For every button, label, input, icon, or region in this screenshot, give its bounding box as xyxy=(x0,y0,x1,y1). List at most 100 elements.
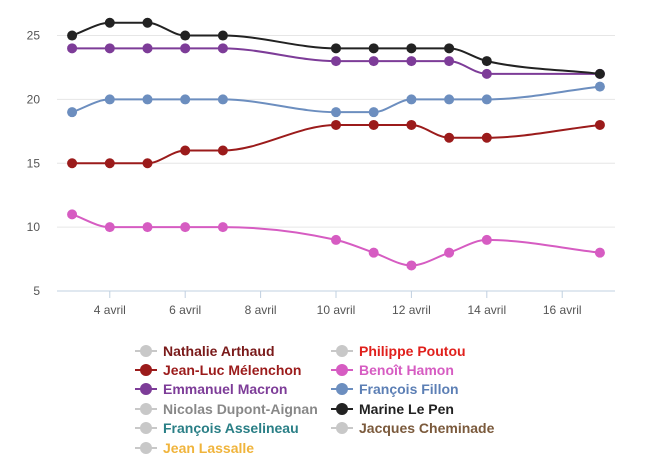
y-tick-label: 25 xyxy=(27,29,41,43)
legend-symbol-icon xyxy=(135,344,157,357)
data-point-benoit-hamon[interactable] xyxy=(67,209,78,220)
y-tick-label: 20 xyxy=(27,92,41,106)
data-point-jean-luc-melenchon[interactable] xyxy=(142,158,153,169)
x-tick-label: 4 avril xyxy=(94,303,126,317)
legend-label: Marine Le Pen xyxy=(359,400,454,417)
data-point-francois-fillon[interactable] xyxy=(142,94,153,105)
x-tick-label: 16 avril xyxy=(543,303,582,317)
y-tick-label: 5 xyxy=(33,284,40,298)
legend-item-jacques-cheminade[interactable]: Jacques Cheminade xyxy=(331,419,494,438)
data-point-jean-luc-melenchon[interactable] xyxy=(104,158,115,169)
data-point-emmanuel-macron[interactable] xyxy=(67,43,78,54)
x-tick-label: 10 avril xyxy=(317,303,356,317)
y-tick-label: 15 xyxy=(27,156,41,170)
data-point-jean-luc-melenchon[interactable] xyxy=(481,132,492,143)
legend-label: Jacques Cheminade xyxy=(359,420,495,437)
legend-label: Emmanuel Macron xyxy=(163,381,288,398)
data-point-francois-fillon[interactable] xyxy=(67,107,78,118)
data-point-emmanuel-macron[interactable] xyxy=(217,43,228,54)
data-point-francois-fillon[interactable] xyxy=(368,107,379,118)
legend-symbol-icon xyxy=(331,344,353,357)
legend-label: Nicolas Dupont-Aignan xyxy=(163,400,318,417)
data-point-francois-fillon[interactable] xyxy=(594,81,605,92)
legend-label: Jean Lassalle xyxy=(163,439,255,456)
data-point-benoit-hamon[interactable] xyxy=(217,222,228,233)
legend-item-nicolas-dupont-aignan[interactable]: Nicolas Dupont-Aignan xyxy=(135,399,318,418)
legend-item-jean-lassalle[interactable]: Jean Lassalle xyxy=(135,438,254,457)
data-point-jean-luc-melenchon[interactable] xyxy=(594,119,605,130)
data-point-emmanuel-macron[interactable] xyxy=(368,56,379,67)
data-point-marine-le-pen[interactable] xyxy=(368,43,379,54)
legend-item-benoit-hamon[interactable]: Benoît Hamon xyxy=(331,360,454,379)
data-point-francois-fillon[interactable] xyxy=(406,94,417,105)
data-point-jean-luc-melenchon[interactable] xyxy=(67,158,78,169)
data-point-benoit-hamon[interactable] xyxy=(331,234,341,245)
data-point-benoit-hamon[interactable] xyxy=(406,260,417,271)
data-point-marine-le-pen[interactable] xyxy=(67,30,78,41)
data-point-emmanuel-macron[interactable] xyxy=(331,56,341,67)
data-point-marine-le-pen[interactable] xyxy=(180,30,191,41)
series-line-jean-luc-melenchon xyxy=(72,123,601,165)
data-point-marine-le-pen[interactable] xyxy=(331,43,341,54)
data-point-jean-luc-melenchon[interactable] xyxy=(180,145,191,156)
legend-label: Jean-Luc Mélenchon xyxy=(163,361,302,378)
legend-item-francois-asselineau[interactable]: François Asselineau xyxy=(135,419,299,438)
data-point-benoit-hamon[interactable] xyxy=(142,222,153,233)
data-point-benoit-hamon[interactable] xyxy=(444,247,455,258)
data-point-francois-fillon[interactable] xyxy=(444,94,455,105)
data-point-francois-fillon[interactable] xyxy=(104,94,115,105)
data-point-emmanuel-macron[interactable] xyxy=(444,56,455,67)
data-point-emmanuel-macron[interactable] xyxy=(406,56,417,67)
legend-symbol-icon xyxy=(135,363,157,376)
data-point-jean-luc-melenchon[interactable] xyxy=(368,119,379,130)
data-point-jean-luc-melenchon[interactable] xyxy=(217,145,228,156)
legend-label: François Asselineau xyxy=(163,420,299,437)
legend-symbol-icon xyxy=(331,363,353,376)
legend-item-marine-le-pen[interactable]: Marine Le Pen xyxy=(331,399,454,418)
data-point-francois-fillon[interactable] xyxy=(481,94,492,105)
data-point-benoit-hamon[interactable] xyxy=(104,222,115,233)
y-tick-label: 10 xyxy=(27,220,41,234)
data-point-francois-fillon[interactable] xyxy=(217,94,228,105)
data-point-jean-luc-melenchon[interactable] xyxy=(444,132,455,143)
data-point-jean-luc-melenchon[interactable] xyxy=(331,119,341,130)
legend-symbol-icon xyxy=(135,441,157,454)
data-point-marine-le-pen[interactable] xyxy=(406,43,417,54)
x-tick-label: 14 avril xyxy=(467,303,506,317)
data-point-emmanuel-macron[interactable] xyxy=(104,43,115,54)
data-point-emmanuel-macron[interactable] xyxy=(481,68,492,79)
legend-symbol-icon xyxy=(135,383,157,396)
data-point-francois-fillon[interactable] xyxy=(180,94,191,105)
legend-label: Benoît Hamon xyxy=(359,361,454,378)
legend-item-nathalie-arthaud[interactable]: Nathalie Arthaud xyxy=(135,341,275,360)
data-point-benoit-hamon[interactable] xyxy=(368,247,379,258)
data-point-emmanuel-macron[interactable] xyxy=(142,43,153,54)
data-point-marine-le-pen[interactable] xyxy=(217,30,228,41)
legend-symbol-icon xyxy=(135,402,157,415)
legend-label: Philippe Poutou xyxy=(359,342,466,359)
data-point-marine-le-pen[interactable] xyxy=(481,56,492,67)
data-point-marine-le-pen[interactable] xyxy=(594,68,605,79)
data-point-benoit-hamon[interactable] xyxy=(180,222,191,233)
legend-symbol-icon xyxy=(331,402,353,415)
data-point-emmanuel-macron[interactable] xyxy=(180,43,191,54)
x-tick-label: 6 avril xyxy=(169,303,201,317)
legend-symbol-icon xyxy=(135,422,157,435)
legend-symbol-icon xyxy=(331,383,353,396)
legend-item-philippe-poutou[interactable]: Philippe Poutou xyxy=(331,341,466,360)
line-chart: 5 10 15 20 25 4 avril 6 avril 8 avril 10 avril 12… xyxy=(27,17,615,317)
data-point-benoit-hamon[interactable] xyxy=(594,247,605,258)
data-point-marine-le-pen[interactable] xyxy=(444,43,455,54)
legend-item-emmanuel-macron[interactable]: Emmanuel Macron xyxy=(135,380,287,399)
legend-item-jean-luc-melenchon[interactable]: Jean-Luc Mélenchon xyxy=(135,360,301,379)
x-tick-label: 12 avril xyxy=(392,303,431,317)
data-point-benoit-hamon[interactable] xyxy=(481,234,492,245)
legend-label: Nathalie Arthaud xyxy=(163,342,275,359)
data-point-jean-luc-melenchon[interactable] xyxy=(406,119,417,130)
legend-item-francois-fillon[interactable]: François Fillon xyxy=(331,380,459,399)
data-point-marine-le-pen[interactable] xyxy=(142,17,153,28)
data-point-francois-fillon[interactable] xyxy=(331,107,341,118)
data-point-marine-le-pen[interactable] xyxy=(104,17,115,28)
legend-symbol-icon xyxy=(331,422,353,435)
